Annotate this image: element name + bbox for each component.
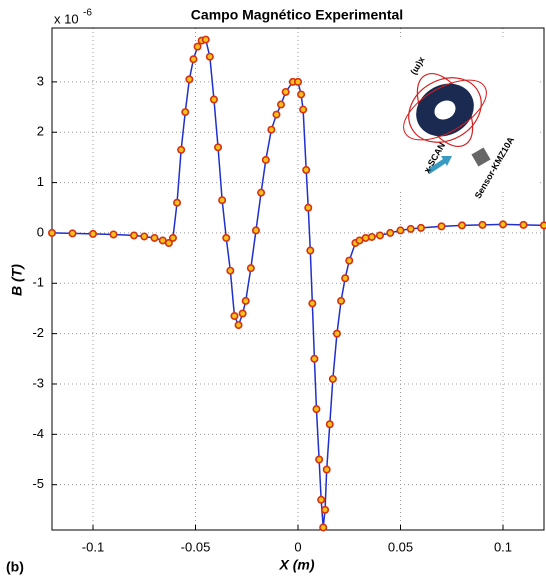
data-point: [315, 455, 324, 464]
data-point: [246, 264, 255, 273]
data-point: [214, 143, 223, 152]
data-point: [337, 296, 346, 305]
data-point: [457, 221, 466, 230]
data-point: [150, 233, 159, 242]
data-point: [234, 321, 243, 330]
x-tick-label: -0.1: [82, 539, 104, 554]
data-point: [328, 374, 337, 383]
y-tick-label: -3: [32, 375, 44, 390]
x-tick-label: 0.05: [388, 539, 413, 554]
panel-label: (b): [6, 559, 24, 575]
toroid: [403, 73, 487, 147]
data-point: [209, 95, 218, 104]
data-point: [177, 145, 186, 154]
data-point: [341, 274, 350, 283]
data-point: [367, 232, 376, 241]
y-tick-label: -5: [32, 476, 44, 491]
data-point: [226, 266, 235, 275]
x-tick-label: -0.05: [181, 539, 211, 554]
data-point: [396, 226, 405, 235]
data-point: [261, 155, 270, 164]
scan-arrow-head: [441, 156, 452, 166]
data-point: [386, 228, 395, 237]
y-tick-label: -4: [32, 426, 44, 441]
data-point: [168, 233, 177, 242]
data-point: [302, 165, 311, 174]
y-tick-label: 1: [37, 174, 44, 189]
sensor: [471, 147, 491, 167]
data-point: [201, 35, 210, 44]
data-point: [189, 55, 198, 64]
data-point: [218, 196, 227, 205]
data-point: [519, 220, 528, 229]
data-point: [230, 312, 239, 321]
x-axis-label: X (m): [279, 557, 315, 573]
inset-diagram: x(m) x-SCAN Sensor-KMZ10A: [392, 40, 540, 200]
data-point: [238, 309, 247, 318]
data-point: [375, 231, 384, 240]
x-tick-label: 0: [294, 539, 301, 554]
data-point: [47, 228, 56, 237]
y-tick-label: -1: [32, 275, 44, 290]
data-point: [173, 198, 182, 207]
data-point: [322, 465, 331, 474]
scan-arrow: [426, 157, 448, 175]
y-tick-label: 3: [37, 73, 44, 88]
data-point: [306, 246, 315, 255]
data-point: [109, 230, 118, 239]
data-point: [257, 188, 266, 197]
y-tick-label: 2: [37, 124, 44, 139]
data-point: [332, 329, 341, 338]
y-tick-label: 0: [37, 224, 44, 239]
data-point: [310, 354, 319, 363]
data-point: [272, 110, 281, 119]
data-point: [164, 238, 173, 247]
y-multiplier-exponent: -6: [83, 8, 92, 19]
data-point: [416, 223, 425, 232]
data-point: [308, 299, 317, 308]
data-point: [321, 505, 330, 514]
plot-frame: [51, 27, 545, 531]
data-point: [276, 100, 285, 109]
data-point: [193, 42, 202, 51]
data-point: [498, 220, 507, 229]
data-point: [317, 495, 326, 504]
data-point: [205, 52, 214, 61]
data-point: [478, 220, 487, 229]
y-multiplier: x 10: [54, 11, 79, 26]
data-point: [437, 222, 446, 231]
data-point: [181, 108, 190, 117]
x-tick-label: 0.1: [494, 539, 512, 554]
y-tick-label: -2: [32, 325, 44, 340]
data-point: [267, 125, 276, 134]
data-point: [299, 105, 308, 114]
data-point: [251, 226, 260, 235]
data-point: [325, 420, 334, 429]
data-point: [89, 229, 98, 238]
data-point: [345, 256, 354, 265]
data-point: [319, 523, 328, 532]
data-point: [241, 296, 250, 305]
data-point: [312, 405, 321, 414]
y-axis-label: B (T): [9, 264, 25, 296]
data-point: [293, 77, 302, 86]
chart-title: Campo Magnético Experimental: [191, 7, 403, 23]
data-point: [304, 203, 313, 212]
data-point: [281, 87, 290, 96]
data-point: [406, 224, 415, 233]
data-point: [361, 233, 370, 242]
data-point: [140, 232, 149, 241]
data-point: [540, 221, 546, 230]
data-point: [68, 229, 77, 238]
data-point: [185, 75, 194, 84]
data-point: [130, 231, 139, 240]
data-point: [222, 233, 231, 242]
data-point: [297, 90, 306, 99]
